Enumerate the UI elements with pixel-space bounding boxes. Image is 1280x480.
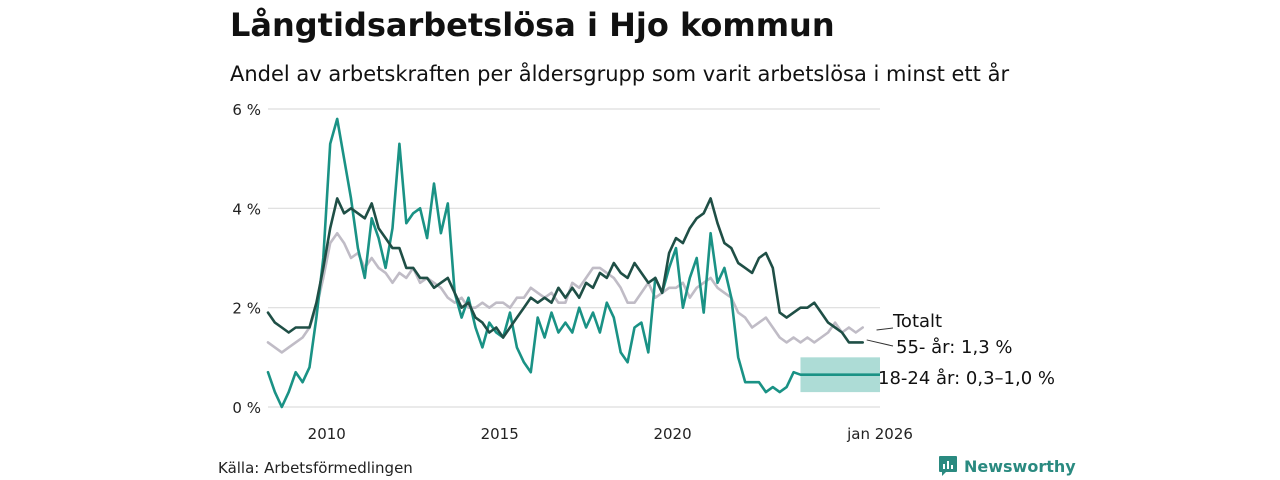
chart-title: Långtidsarbetslösa i Hjo kommun bbox=[230, 6, 835, 44]
y-tick-label: 0 % bbox=[232, 399, 261, 417]
forecast-line-18-24 bbox=[793, 370, 880, 377]
y-tick-label: 6 % bbox=[232, 101, 261, 119]
series-labels: Totalt 55- år: 1,3 % 18-24 år: 0,3–1,0 % bbox=[866, 311, 1055, 389]
x-tick-label: 2015 bbox=[481, 425, 519, 443]
label-leader-totalt bbox=[876, 327, 894, 331]
series-label-18-24: 18-24 år: 0,3–1,0 % bbox=[878, 368, 1055, 389]
x-tick-label: 2010 bbox=[308, 425, 346, 443]
x-axis-ticks: 2010 2015 2020 jan 2026 bbox=[308, 425, 913, 443]
x-tick-label: 2020 bbox=[653, 425, 691, 443]
series-label-55: 55- år: 1,3 % bbox=[896, 337, 1012, 358]
y-tick-label: 2 % bbox=[232, 300, 261, 318]
source-note: Källa: Arbetsförmedlingen bbox=[218, 459, 413, 477]
series-line-1824 bbox=[266, 117, 795, 409]
series-lines bbox=[266, 117, 880, 409]
label-leader-55 bbox=[866, 339, 894, 347]
y-axis-ticks: 0 % 2 % 4 % 6 % bbox=[232, 101, 261, 417]
series-line-55 bbox=[266, 231, 865, 354]
x-tick-label: jan 2026 bbox=[846, 425, 913, 443]
series-label-totalt: Totalt bbox=[892, 311, 942, 332]
brand-name: Newsworthy bbox=[964, 456, 1076, 476]
newsworthy-logo-icon bbox=[939, 456, 957, 476]
y-tick-label: 4 % bbox=[232, 200, 261, 218]
brand-logo[interactable]: Newsworthy bbox=[938, 455, 1076, 477]
series-line-totalt bbox=[266, 197, 865, 344]
chart-subtitle: Andel av arbetskraften per åldersgrupp s… bbox=[230, 62, 1010, 86]
